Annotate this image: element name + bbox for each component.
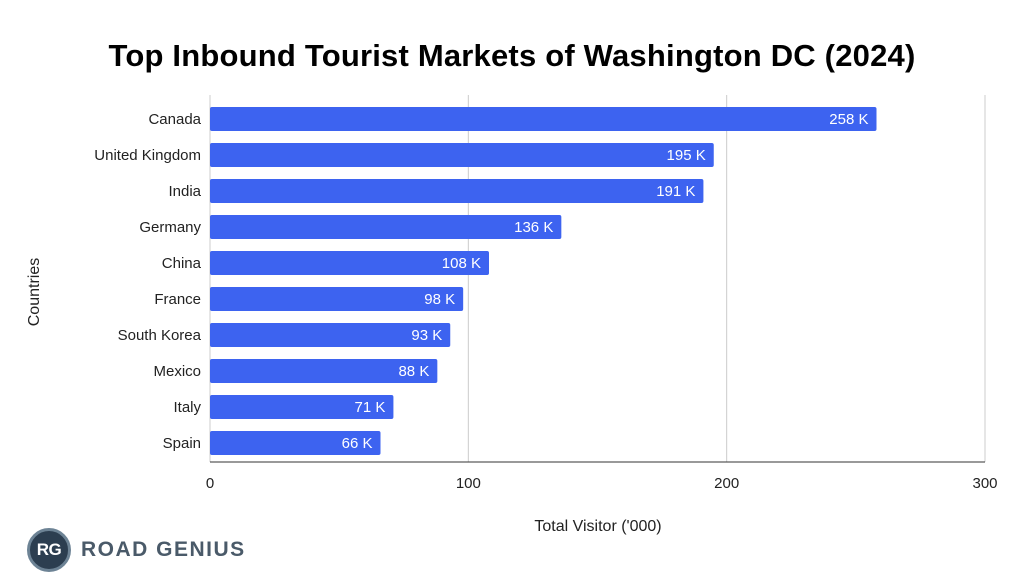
data-label: 136 K — [514, 219, 553, 236]
category-label: Italy — [173, 399, 201, 416]
bar — [210, 251, 489, 275]
y-axis-label: Countries — [26, 257, 43, 327]
bar — [210, 323, 451, 347]
bars — [210, 107, 877, 455]
category-label: Mexico — [153, 363, 201, 380]
bar — [210, 107, 877, 131]
category-label: France — [154, 291, 201, 308]
data-label: 258 K — [829, 111, 868, 128]
category-label: Canada — [148, 111, 201, 128]
bar — [210, 431, 381, 455]
x-tick-label: 100 — [456, 475, 481, 492]
category-label: Spain — [163, 435, 201, 452]
bar — [210, 359, 438, 383]
x-tick-label: 300 — [972, 475, 997, 492]
data-label: 66 K — [342, 435, 373, 452]
category-label: South Korea — [118, 327, 202, 344]
x-tick-label: 200 — [714, 475, 739, 492]
brand-name: ROAD GENIUS — [81, 538, 246, 561]
bar — [210, 395, 394, 419]
category-labels: Canada United Kingdom India Germany China Fra… — [94, 111, 201, 452]
x-tick-label: 0 — [206, 475, 214, 492]
bar — [210, 179, 704, 203]
x-axis-ticks: 0 100 200 300 — [206, 475, 998, 492]
x-axis-label: Total Visitor ('000) — [534, 518, 662, 535]
data-labels: 258 K 195 K 191 K 136 K 108 K 98 K 93 K 88 K 71 … — [342, 111, 869, 452]
chart-title: Top Inbound Tourist Markets of Washingto… — [108, 38, 916, 73]
category-label: Germany — [139, 219, 201, 236]
category-label: United Kingdom — [94, 147, 201, 164]
data-label: 195 K — [667, 147, 706, 164]
data-label: 88 K — [398, 363, 429, 380]
data-label: 191 K — [656, 183, 695, 200]
bar — [210, 287, 464, 311]
category-label: India — [168, 183, 201, 200]
bar — [210, 215, 562, 239]
data-label: 108 K — [442, 255, 481, 272]
data-label: 93 K — [411, 327, 442, 344]
category-label: China — [162, 255, 202, 272]
brand-logo: RG ROAD GENIUS — [27, 528, 246, 572]
bar — [210, 143, 714, 167]
data-label: 98 K — [424, 291, 455, 308]
data-label: 71 K — [355, 399, 386, 416]
brand-badge-icon: RG — [27, 528, 71, 572]
